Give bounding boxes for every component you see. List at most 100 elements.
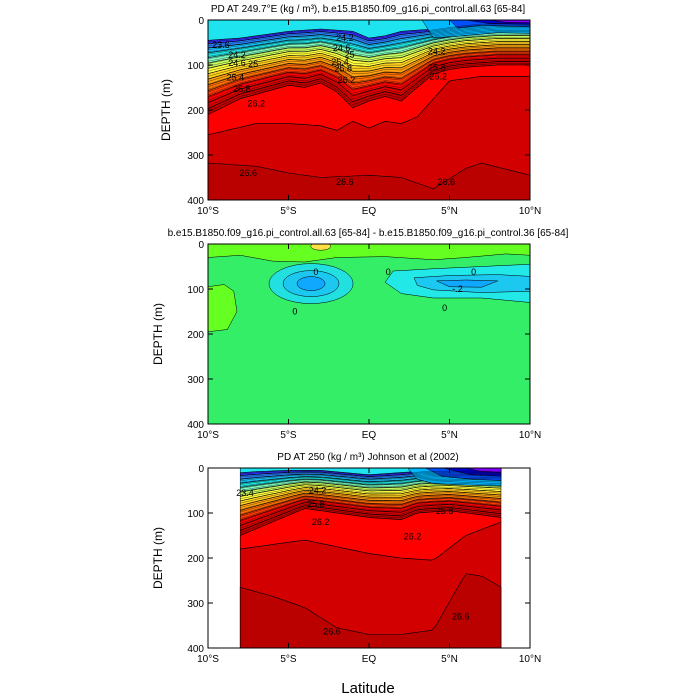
panel-top-contour-line-27: [208, 59, 530, 107]
panel-0-xtick-label-1: 5°S: [280, 206, 297, 217]
panel-1-xtick-label-0: 10°S: [197, 430, 219, 441]
panel-top-contour-line-5: [208, 27, 530, 50]
panel-top-contour-label-5: 25.8: [233, 84, 251, 94]
panel-0-ytick-label-0: 0: [198, 16, 204, 27]
panel-top-contour-line-2: [208, 23, 530, 44]
panel-bottom-contour-line-26: [240, 502, 502, 527]
panel-top-deep-red: [208, 162, 530, 200]
panel-1-ytick-label-3: 300: [187, 375, 204, 386]
panel-1-xtick-label-4: 10°N: [519, 430, 541, 441]
panel-top-contour-line-7: [208, 30, 530, 55]
panel-top-contour-line-14: [208, 39, 530, 72]
panel-2-ytick-label-3: 300: [187, 599, 204, 610]
panel-0-ytick-label-2: 200: [187, 106, 204, 117]
panel-1-ytick-label-2: 200: [187, 330, 204, 341]
panel-0-xtick-label-3: 5°N: [441, 206, 458, 217]
panel-bottom-corner-3: [465, 468, 502, 473]
panel-0-xtick-label-2: EQ: [362, 206, 377, 217]
panel-bottom-contour-line-7: [240, 477, 502, 485]
panel-bottom: PD AT 250 (kg / m³) Johnson et al (2002)…: [151, 452, 541, 665]
panel-top-contour-line-17: [208, 44, 530, 80]
panel-bottom-contour-line-28: [240, 505, 502, 531]
panel-middle: b.e15.B1850.f09_g16.pi_control.all.63 [6…: [151, 228, 569, 441]
panel-bottom-contour-line-22: [240, 496, 502, 517]
panel-middle-contour-label-3: 0: [471, 267, 476, 277]
panel-middle-yellow-spot: [310, 244, 331, 251]
panel-0-ytick-label-4: 400: [187, 196, 204, 207]
panel-top-red-layer: [208, 64, 530, 136]
panel-top-contour-line-19: [208, 47, 530, 85]
panel-bottom-contour-line-19: [240, 492, 502, 510]
panel-top-contour-label-10: 25.4: [331, 57, 349, 67]
panel-top-contour-line-24: [208, 55, 530, 98]
panel-bottom-ylabel: DEPTH (m): [151, 527, 165, 589]
panel-bottom-contour-label-3: 26.6: [323, 626, 341, 636]
panel-1-xtick-label-1: 5°S: [280, 430, 297, 441]
panel-bottom-contour-line-16: [240, 488, 502, 504]
panel-top-contour-line-26: [208, 58, 530, 104]
panel-bottom-contour-line-18: [240, 491, 502, 508]
panel-top-contour-label-15: 26.6: [438, 177, 456, 187]
panel-bottom-contour-line-2: [240, 471, 501, 477]
panel-bottom-contour-line-4: [240, 473, 501, 480]
panel-bottom-contour-line-6: [240, 476, 502, 483]
panel-2-xtick-label-2: EQ: [362, 654, 377, 665]
panel-bottom-contour-label-4: 26.6: [452, 612, 470, 622]
panel-0-ytick-label-3: 300: [187, 151, 204, 162]
panel-top-contour-label-16: 24.2: [428, 47, 446, 57]
panel-middle-contour-label-4: 0: [442, 303, 447, 313]
panel-bottom-contour-line-24: [240, 499, 502, 522]
panel-top: PD AT 249.7°E (kg / m³), b.e15.B1850.f09…: [159, 4, 541, 217]
panel-top-contour-label-18: 26.2: [429, 71, 447, 81]
panel-middle-contour-label-2: 0: [386, 267, 391, 277]
panel-0-xtick-label-0: 10°S: [197, 206, 219, 217]
panel-bottom-contour-label-5: 24.2: [309, 486, 327, 496]
panel-bottom-contour-line-10: [240, 480, 502, 491]
panel-top-contour-line-11: [208, 35, 530, 64]
panel-middle-plot: 0 0 0 0 0 -.2: [208, 244, 530, 424]
panel-bottom-contour-label-2: 26.2: [404, 531, 422, 541]
panel-bottom-contour-line-13: [240, 484, 502, 497]
panel-bottom-contour-line-20: [240, 494, 502, 513]
panel-top-contour-line-1: [208, 22, 530, 42]
panel-top-contour-label-7: 24.2: [336, 33, 354, 43]
panel-top-contour-line-9: [208, 32, 530, 59]
panel-top-title: PD AT 249.7°E (kg / m³), b.e15.B1850.f09…: [211, 4, 526, 15]
panel-top-contour-label-6: 26.2: [248, 98, 266, 108]
panel-top-contour-line-8: [208, 31, 530, 57]
panel-bottom-contour-line-27: [240, 504, 502, 529]
panel-top-contour-label-11: 25.8: [334, 64, 352, 74]
panel-2-ytick-label-0: 0: [198, 464, 204, 475]
panel-middle-right-tongue-core: [436, 279, 498, 288]
panel-top-contour-line-18: [208, 45, 530, 82]
panel-top-contour-label-17: 25.8: [428, 62, 446, 72]
x-axis-label: Latitude: [341, 680, 394, 697]
panel-middle-contour-label-0: 0: [313, 267, 318, 277]
panel-middle-left-patch: [208, 284, 238, 333]
panel-top-axes: 10°S 5°S EQ 5°N 10°N 0 100 200 300 400: [187, 16, 541, 217]
panel-top-contour-line-28: [208, 61, 530, 109]
panel-top-contour-line-29: [208, 63, 530, 112]
panel-0-ytick-label-1: 100: [187, 61, 204, 72]
panel-bottom-contour-line-1: [240, 470, 501, 476]
panel-bottom-plot: 23.4 26.2 26.2 26.6 26.6 24.2 25.8 25.8: [236, 468, 502, 648]
panel-1-ytick-label-1: 100: [187, 285, 204, 296]
panel-2-xtick-label-4: 10°N: [519, 654, 541, 665]
panel-bottom-contour-line-11: [240, 482, 502, 493]
panel-top-contour-label-4: 25.4: [227, 73, 245, 83]
panel-2-xtick-label-1: 5°S: [280, 654, 297, 665]
panel-top-contour-label-14: 26.6: [336, 177, 354, 187]
panel-2-xtick-label-0: 10°S: [197, 654, 219, 665]
panel-top-plot: 23.624.224.6 2525.425.826.224.224.62525.4…: [208, 20, 530, 200]
panel-top-ylabel: DEPTH (m): [159, 79, 173, 141]
panel-bottom-contour-label-0: 23.4: [236, 488, 254, 498]
panel-bottom-contour-line-21: [240, 495, 502, 515]
panel-1-ytick-label-4: 400: [187, 420, 204, 431]
panel-bottom-contour-line-17: [240, 490, 502, 506]
panel-top-contour-line-12: [208, 37, 530, 67]
panel-bottom-contour-line-25: [240, 501, 502, 524]
panel-bottom-title: PD AT 250 (kg / m³) Johnson et al (2002): [277, 452, 458, 463]
panel-0-xtick-label-4: 10°N: [519, 206, 541, 217]
panel-1-ytick-label-0: 0: [198, 240, 204, 251]
